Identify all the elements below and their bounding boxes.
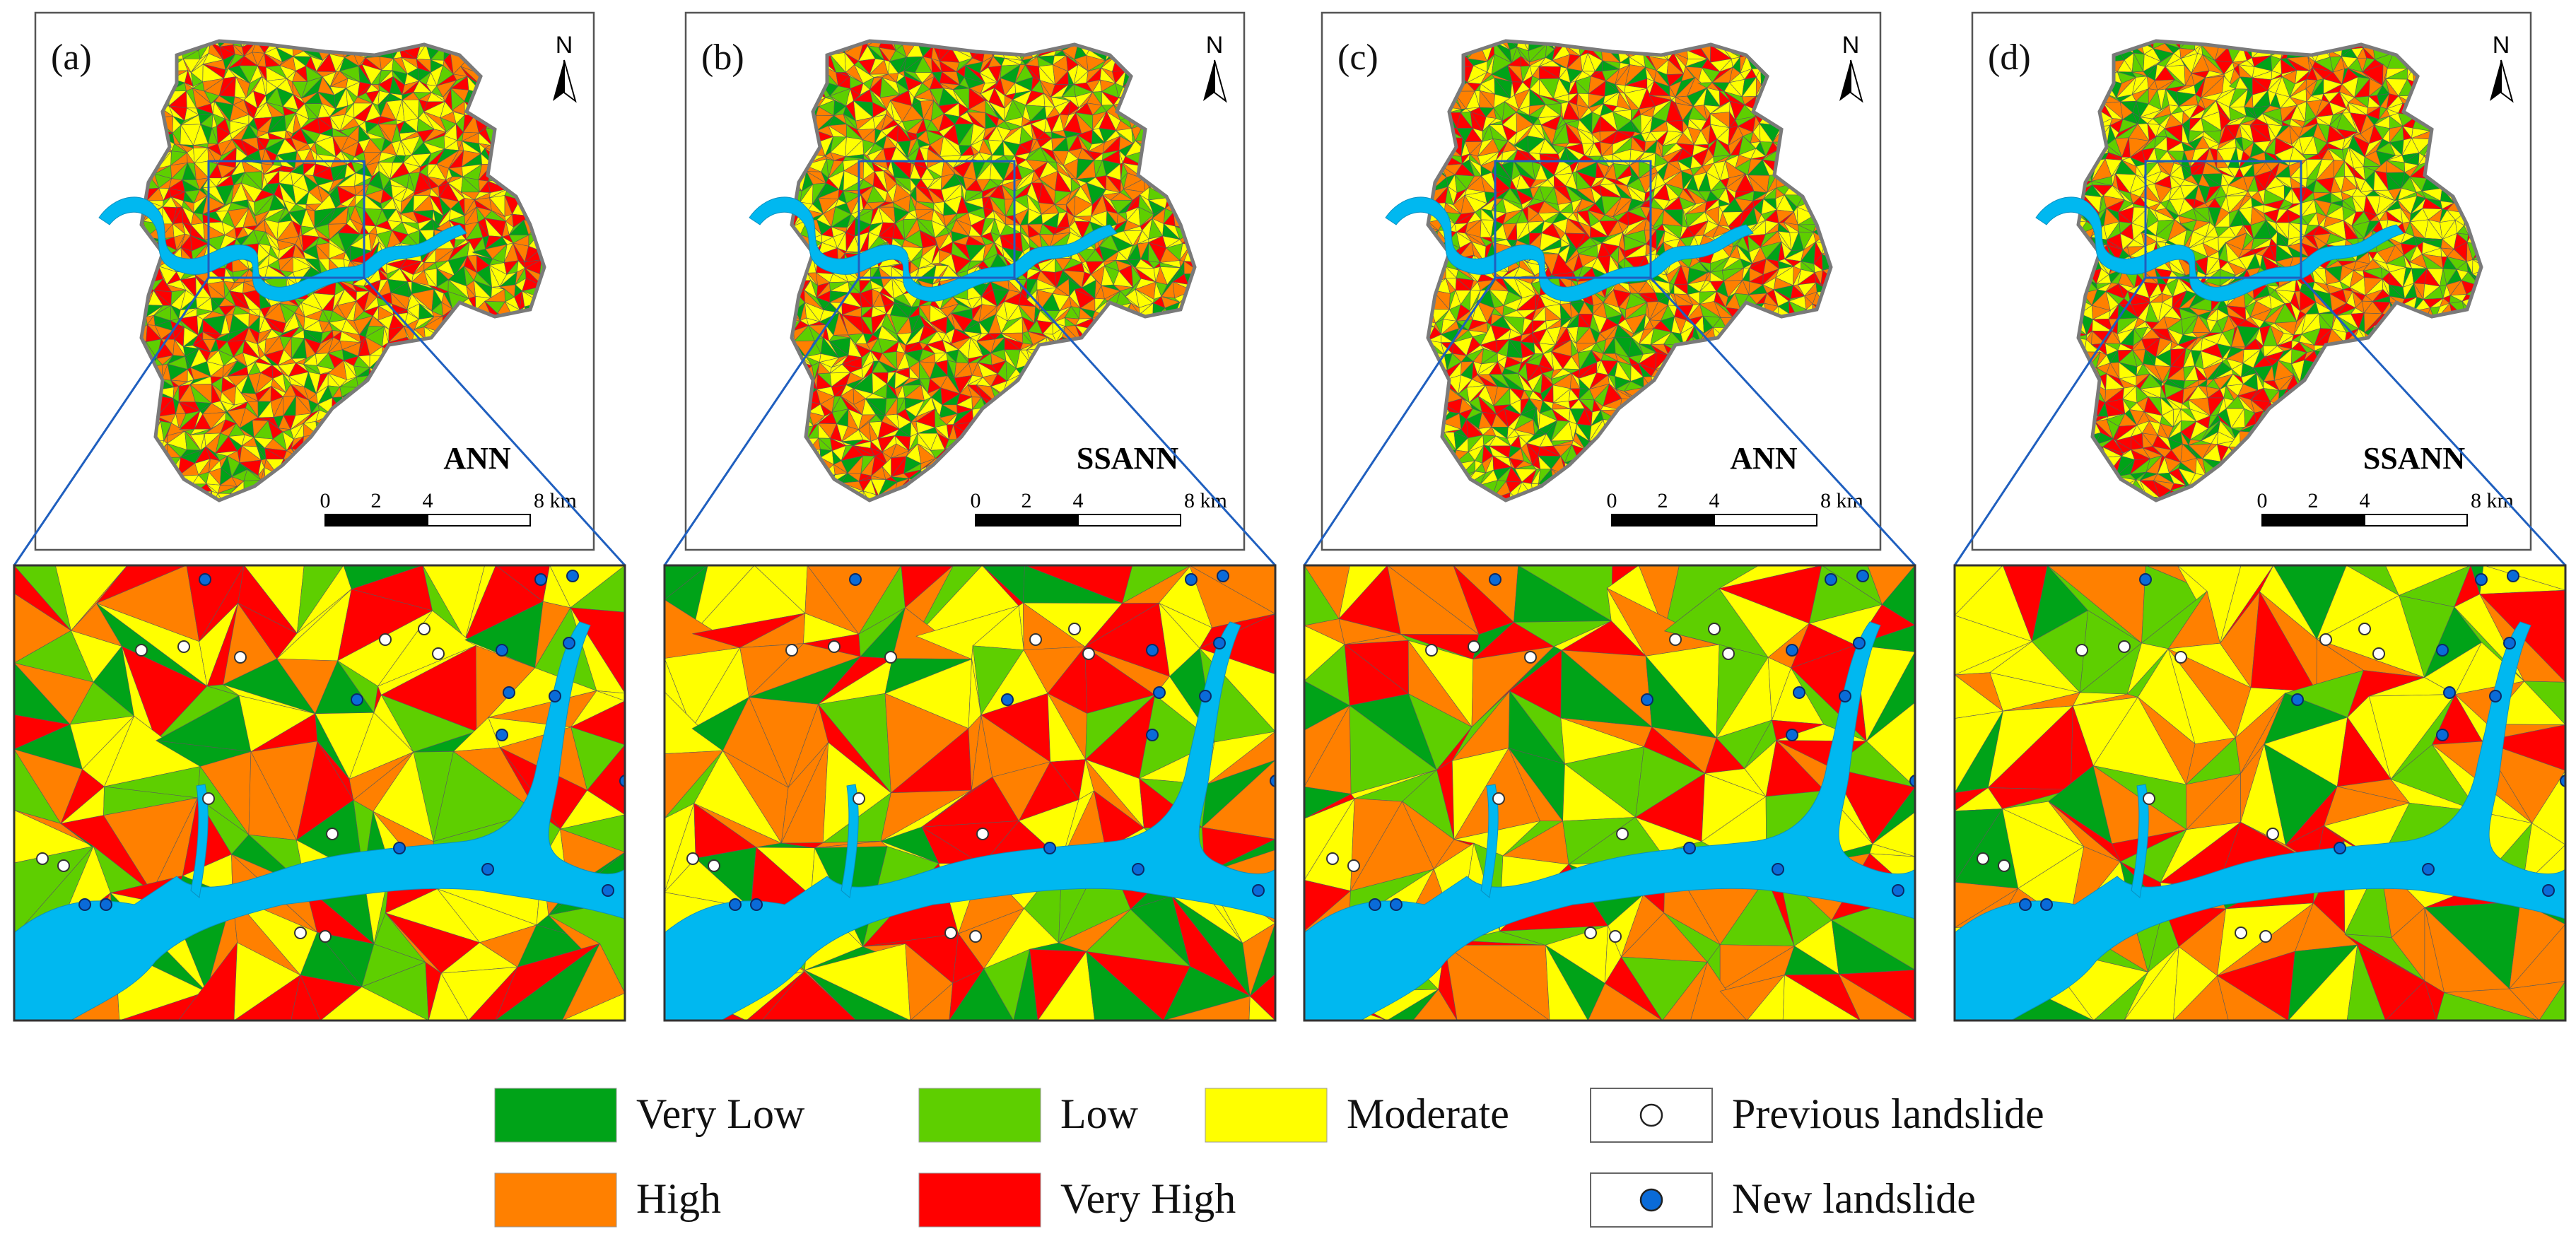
- scale-bar-tick: 0: [320, 489, 331, 512]
- previous-landslide-marker: [234, 651, 247, 664]
- previous-landslide-marker: [202, 792, 215, 805]
- previous-landslide-marker: [432, 647, 445, 660]
- zoom-connector-line: [363, 276, 626, 567]
- previous-landslide-marker: [294, 927, 307, 939]
- new-landslide-marker: [496, 729, 508, 741]
- new-landslide-marker: [496, 644, 508, 657]
- new-landslide-marker: [503, 686, 515, 699]
- model-label: ANN: [443, 441, 511, 476]
- new-landslide-marker: [351, 693, 363, 706]
- new-landslide-marker: [566, 570, 579, 582]
- zoom-connector-line: [13, 277, 210, 566]
- scale-bar-tick: 8 km: [534, 489, 577, 512]
- new-landslide-marker: [100, 898, 112, 911]
- susceptibility-unit: [562, 993, 625, 1021]
- susceptibility-unit: [291, 974, 321, 1021]
- new-landslide-marker: [534, 573, 547, 586]
- zoom-inset: [13, 564, 626, 1022]
- new-landslide-marker: [78, 898, 91, 911]
- previous-landslide-marker: [418, 623, 431, 635]
- susceptibility-unit: [320, 986, 429, 1021]
- north-label: N: [556, 32, 573, 59]
- new-landslide-marker: [619, 775, 625, 787]
- new-landslide-marker: [549, 690, 561, 702]
- previous-landslide-marker: [177, 640, 190, 653]
- previous-landslide-marker: [326, 828, 339, 840]
- previous-landslide-marker: [379, 633, 392, 646]
- map-panel: (a) N ANN 0 2 4 8 km: [34, 11, 595, 551]
- river: [14, 621, 625, 1021]
- new-landslide-marker: [563, 637, 575, 649]
- new-landslide-marker: [602, 884, 614, 897]
- zoom-frame: [13, 564, 626, 1022]
- scale-bar-tick: 4: [423, 489, 433, 512]
- previous-landslide-marker: [36, 852, 49, 865]
- panel-letter: (a): [51, 37, 92, 78]
- new-landslide-marker: [199, 573, 211, 586]
- previous-landslide-marker: [57, 859, 70, 872]
- new-landslide-marker: [481, 863, 494, 876]
- tributary: [190, 784, 209, 898]
- previous-landslide-marker: [135, 644, 148, 657]
- previous-landslide-marker: [319, 930, 332, 943]
- scale-bar: 0 2 4 8 km: [320, 489, 577, 527]
- scale-bar-tick: 2: [371, 489, 382, 512]
- susceptibility-unit: [215, 41, 236, 47]
- new-landslide-marker: [393, 842, 406, 854]
- zoom-extent-box: [207, 160, 365, 279]
- river: [98, 196, 467, 302]
- north-arrow-icon: N: [553, 32, 577, 103]
